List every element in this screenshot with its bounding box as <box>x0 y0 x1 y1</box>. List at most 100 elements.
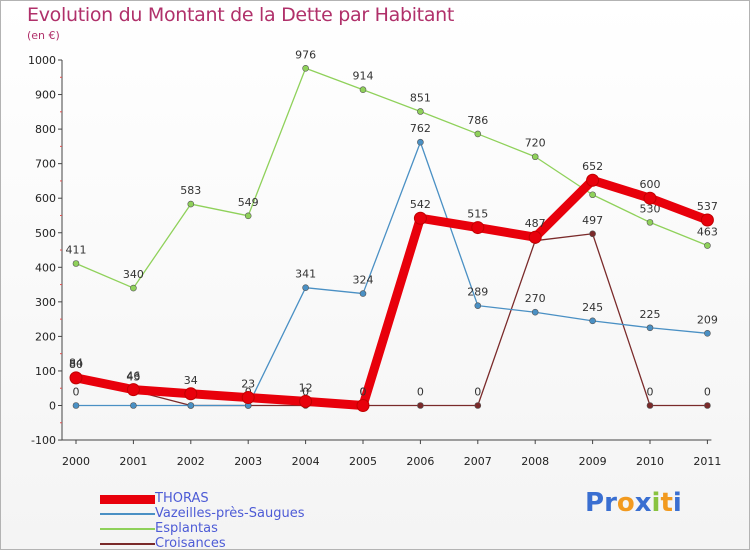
y-tick-label: 300 <box>35 296 56 309</box>
data-label-croisances: 0 <box>474 386 481 399</box>
data-point-esplantas <box>244 212 252 220</box>
y-tick-label: 400 <box>35 261 56 274</box>
legend-label-thoras: THORAS <box>155 491 209 506</box>
series-line-thoras <box>71 175 712 410</box>
data-point-esplantas <box>187 200 195 208</box>
data-label-croisances: 497 <box>582 214 603 227</box>
data-point-thoras <box>69 371 83 385</box>
data-label-esplantas: 851 <box>410 91 431 104</box>
y-tick-label: 900 <box>35 89 56 102</box>
data-label-thoras: 487 <box>525 217 546 230</box>
x-tick-label: 2003 <box>234 455 262 468</box>
data-label-thoras: 542 <box>410 198 431 211</box>
y-tick-label: 0 <box>49 400 56 413</box>
series-line-croisances <box>75 233 709 407</box>
data-point-thoras <box>643 191 657 205</box>
data-point-esplantas <box>359 86 367 94</box>
data-point-croisances <box>589 230 596 238</box>
y-tick-label: -100 <box>31 434 56 447</box>
data-point-vazeilles-pr-s-saugues <box>417 138 424 146</box>
data-point-thoras <box>299 394 313 408</box>
data-point-croisances <box>646 402 654 409</box>
legend-swatch-esplantas <box>100 528 155 530</box>
data-label-esplantas: 583 <box>180 184 201 197</box>
data-label-croisances: 0 <box>302 386 309 399</box>
chart-subtitle: (en €) <box>27 29 60 42</box>
data-label-esplantas: 914 <box>353 70 374 83</box>
logo-letter: x <box>634 488 652 518</box>
data-label-thoras: 80 <box>69 358 83 371</box>
x-tick-label: 2009 <box>579 455 607 468</box>
data-label-esplantas: 549 <box>238 196 259 209</box>
data-point-vazeilles-pr-s-saugues <box>474 302 482 309</box>
data-label-vazeilles-pr-s-saugues: 324 <box>353 274 374 287</box>
data-label-thoras: 46 <box>126 370 140 383</box>
chart-title: Evolution du Montant de la Dette par Hab… <box>27 4 455 26</box>
data-point-thoras <box>586 173 600 187</box>
y-tick-label: 200 <box>35 330 56 343</box>
data-point-thoras <box>241 391 255 405</box>
data-point-esplantas <box>417 108 424 115</box>
data-point-vazeilles-pr-s-saugues <box>187 402 195 409</box>
data-label-vazeilles-pr-s-saugues: 341 <box>295 268 316 281</box>
data-label-croisances: 43 <box>126 371 140 384</box>
x-tick-label: 2008 <box>521 455 549 468</box>
y-tick-label: 500 <box>35 227 56 240</box>
data-label-vazeilles-pr-s-saugues: 762 <box>410 122 431 135</box>
data-point-esplantas <box>646 219 654 226</box>
x-tick-label: 2002 <box>177 455 205 468</box>
series-line-vazeilles-pr-s-saugues <box>75 141 709 407</box>
data-point-thoras <box>184 387 198 401</box>
x-tick-label: 2001 <box>119 455 147 468</box>
data-label-croisances: 0 <box>704 386 711 399</box>
data-point-esplantas <box>72 260 80 267</box>
y-tick-label: 100 <box>35 365 56 378</box>
data-point-croisances <box>417 402 424 409</box>
data-label-thoras: 34 <box>184 374 198 387</box>
data-label-thoras: 12 <box>299 381 313 394</box>
data-label-thoras: 537 <box>697 200 718 213</box>
data-point-vazeilles-pr-s-saugues <box>531 308 539 316</box>
data-point-vazeilles-pr-s-saugues <box>646 324 654 332</box>
data-label-esplantas: 463 <box>697 226 718 239</box>
data-label-thoras: 515 <box>467 208 488 221</box>
data-point-vazeilles-pr-s-saugues <box>302 284 309 291</box>
legend-label-esplantas: Esplantas <box>155 521 218 536</box>
data-point-esplantas <box>531 153 539 161</box>
data-label-vazeilles-pr-s-saugues: 289 <box>467 286 488 299</box>
x-tick-label: 2004 <box>292 455 320 468</box>
data-label-vazeilles-pr-s-saugues: 0 <box>73 386 80 399</box>
data-point-esplantas <box>302 64 309 72</box>
legend-label-vazeilles-pr-s-saugues: Vazeilles-près-Saugues <box>155 506 305 521</box>
data-point-croisances <box>474 402 482 409</box>
data-label-thoras: 0 <box>360 386 367 399</box>
data-label-thoras: 23 <box>241 378 255 391</box>
x-tick-label: 2005 <box>349 455 377 468</box>
data-label-vazeilles-pr-s-saugues: 209 <box>697 313 718 326</box>
data-point-thoras <box>528 230 542 244</box>
data-label-croisances: 84 <box>69 356 83 369</box>
data-label-esplantas: 530 <box>640 202 661 215</box>
logo-letter: t <box>660 488 673 518</box>
data-point-esplantas <box>704 242 711 249</box>
data-point-thoras <box>471 221 485 235</box>
data-label-esplantas: 720 <box>525 137 546 150</box>
logo-letter: P <box>585 488 605 518</box>
data-point-vazeilles-pr-s-saugues <box>72 402 80 409</box>
data-label-vazeilles-pr-s-saugues: 270 <box>525 292 546 305</box>
legend-swatch-croisances <box>100 543 155 545</box>
data-label-croisances: 0 <box>647 386 654 399</box>
x-tick-label: 2006 <box>406 455 434 468</box>
legend-swatch-thoras <box>100 494 155 504</box>
logo-letter: r <box>604 488 617 518</box>
proxiti-logo: Proxiti <box>585 488 682 518</box>
data-label-esplantas: 340 <box>123 268 144 281</box>
data-label-thoras: 600 <box>640 178 661 191</box>
logo-letter: i <box>651 488 661 518</box>
y-tick-label: 800 <box>35 123 56 136</box>
data-label-vazeilles-pr-s-saugues: 225 <box>640 308 661 321</box>
x-tick-label: 2010 <box>636 455 664 468</box>
y-tick-label: 700 <box>35 158 56 171</box>
